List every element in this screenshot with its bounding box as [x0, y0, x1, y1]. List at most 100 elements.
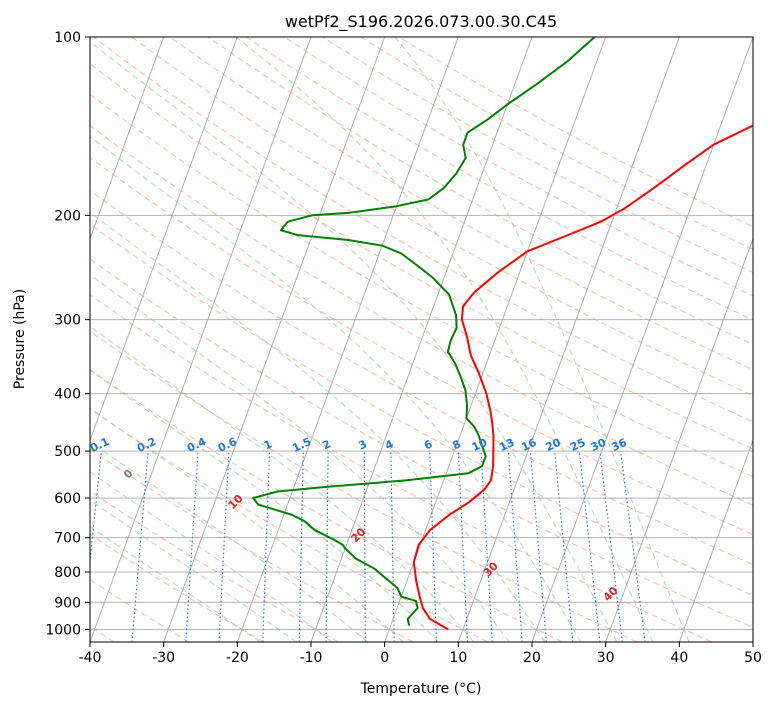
x-tick-label: 10 — [449, 650, 467, 666]
dry-adiabat-line — [90, 490, 339, 642]
dry-adiabat-line — [131, 37, 753, 397]
isotherm-line — [531, 37, 753, 642]
x-tick-label: 20 — [523, 650, 541, 666]
x-tick-label: 0 — [380, 650, 389, 666]
dry-adiabat-line — [90, 294, 712, 642]
adiabat-label: 30 — [481, 559, 501, 579]
moist-adiabat-line — [90, 407, 404, 642]
mixing-ratio-label: 8 — [451, 437, 463, 452]
mixing-ratio-label: 10 — [470, 436, 490, 454]
mixing-ratio-label: 30 — [589, 436, 609, 454]
mixing-ratio-label: 36 — [609, 436, 629, 454]
y-tick-label: 500 — [54, 444, 81, 460]
isotherm-line — [90, 37, 312, 642]
dry-adiabat-line — [90, 63, 753, 450]
dry-adiabat-line — [90, 223, 753, 597]
mixing-ratio-line — [457, 451, 469, 642]
isotherm-line — [90, 37, 165, 240]
y-tick-label: 200 — [54, 208, 81, 224]
dewpoint-profile-line — [252, 37, 596, 626]
x-axis-ticks: -40 -30 -20 -10 0 10 20 30 40 50 — [79, 642, 762, 666]
dry-adiabat-line — [90, 407, 488, 642]
y-axis-label: Pressure (hPa) — [12, 289, 28, 389]
plot-area: 0.10.20.40.611.52346810131620253036-100-… — [33, 37, 753, 642]
mixing-ratio-label: 0.1 — [88, 435, 111, 455]
mixing-ratio-line — [529, 451, 547, 642]
isotherm-line — [605, 237, 753, 642]
moist-adiabat-line — [90, 440, 369, 642]
moist-adiabat-line — [90, 499, 297, 642]
mixing-ratio-line — [298, 451, 304, 642]
mixing-ratio-label: 4 — [383, 437, 396, 452]
plot-frame — [89, 36, 754, 643]
mixing-ratio-line — [185, 451, 199, 642]
dry-adiabat-line — [90, 368, 563, 642]
x-tick-label: -20 — [226, 650, 249, 666]
mixing-ratio-label: 20 — [544, 436, 564, 454]
mixing-ratio-label: 13 — [497, 436, 516, 454]
moist-adiabat-line — [90, 471, 333, 642]
isotherm-line — [90, 37, 238, 442]
moist-adiabats — [90, 37, 690, 642]
y-tick-label: 600 — [54, 491, 81, 507]
mixing-ratio-line — [363, 451, 366, 642]
dry-adiabat-line — [207, 37, 753, 346]
mixing-ratio-label: 0.6 — [216, 435, 239, 455]
y-tick-label: 800 — [54, 565, 81, 581]
y-tick-label: 700 — [54, 531, 81, 547]
mixing-ratio-lines — [90, 451, 646, 642]
mixing-ratio-line — [325, 451, 329, 642]
dry-adiabat-line — [90, 533, 264, 642]
moist-adiabat-line — [90, 135, 582, 642]
dry-adiabat-line — [90, 578, 190, 642]
isotherm-line — [310, 37, 533, 642]
x-tick-label: 40 — [670, 650, 688, 666]
mixing-ratio-label: 3 — [357, 437, 369, 452]
sounding-series — [252, 37, 753, 631]
mixing-ratio-label: 0.4 — [185, 435, 208, 455]
mixing-ratio-line — [599, 451, 623, 642]
mixing-ratio-line — [390, 451, 395, 642]
mixing-ratio-line — [90, 451, 102, 568]
x-tick-label: -10 — [300, 650, 323, 666]
y-tick-label: 400 — [54, 387, 81, 403]
dry-adiabat-line — [93, 37, 753, 423]
mixing-ratio-label: 25 — [568, 436, 587, 454]
x-tick-label: -40 — [79, 650, 102, 666]
isotherm-line — [457, 37, 680, 642]
moist-adiabat-line — [90, 211, 546, 642]
x-tick-label: 30 — [597, 650, 615, 666]
adiabat-label: 20 — [348, 525, 368, 545]
moist-adiabat-line — [90, 525, 261, 642]
dry-adiabat-line — [322, 37, 753, 273]
moist-adiabat-line — [90, 40, 618, 642]
moist-adiabat-line — [394, 37, 690, 642]
moist-adiabat-line — [235, 37, 654, 642]
adiabat-label: 10 — [226, 492, 246, 512]
temperature-profile-line — [412, 124, 753, 631]
y-axis-ticks: 100 200 300 400 500 600 700 800 900 1000 — [45, 30, 90, 638]
moist-adiabat-line — [90, 325, 475, 642]
mixing-ratio-line — [262, 451, 271, 642]
dry-adiabat-line — [90, 156, 753, 536]
y-tick-label: 100 — [54, 30, 81, 46]
mixing-ratio-line — [218, 451, 230, 642]
x-tick-label: 50 — [744, 650, 762, 666]
isotherm-line — [678, 439, 753, 642]
dry-adiabat-line — [245, 37, 753, 321]
dry-adiabat-line — [90, 258, 753, 628]
isotherm-line — [163, 37, 386, 642]
y-tick-label: 300 — [54, 313, 81, 329]
mixing-ratio-label: 6 — [422, 437, 435, 452]
y-tick-label: 1000 — [45, 622, 81, 638]
mixing-ratio-line — [578, 451, 601, 642]
moist-adiabat-line — [90, 369, 439, 642]
moist-adiabat-line — [90, 274, 510, 642]
mixing-ratio-line — [620, 451, 646, 642]
x-axis-label: Temperature (°C) — [360, 681, 482, 697]
mixing-ratio-label: 2 — [320, 437, 332, 452]
adiabat-label: -10 — [33, 447, 56, 470]
y-tick-label: 900 — [54, 595, 81, 611]
dry-adiabat-line — [398, 37, 753, 228]
chart-title: wetPf2_S196.2026.073.00.30.C45 — [285, 12, 557, 32]
